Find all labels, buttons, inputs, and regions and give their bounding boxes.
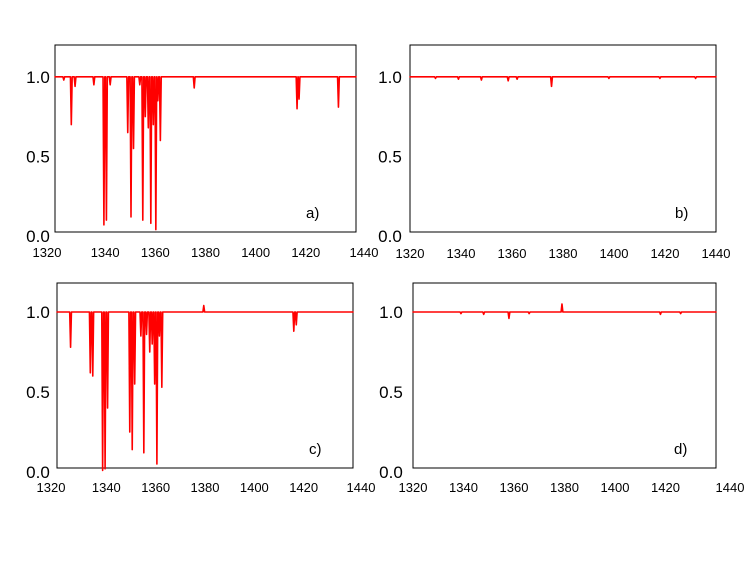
y-tick-label: 0.0	[378, 227, 402, 246]
x-tick-label: 1320	[396, 246, 425, 261]
plot-frame	[409, 44, 717, 233]
y-tick-label: 0.0	[26, 227, 50, 246]
spectrum-line	[54, 76, 357, 231]
y-tick-label: 0.5	[379, 383, 403, 402]
x-tick-label: 1340	[447, 246, 476, 261]
y-tick-label: 0.0	[26, 463, 50, 482]
y-tick-label: 0.0	[379, 463, 403, 482]
x-tick-label: 1320	[33, 245, 62, 260]
plot-frame	[412, 282, 717, 469]
x-tick-label: 1420	[651, 246, 680, 261]
x-tick-label: 1360	[498, 246, 527, 261]
x-tick-label: 1440	[347, 480, 376, 495]
x-tick-label: 1340	[449, 480, 478, 495]
x-tick-label: 1400	[601, 480, 630, 495]
y-tick-label: 1.0	[26, 303, 50, 322]
y-tick-label: 1.0	[26, 68, 50, 87]
x-tick-label: 1420	[651, 480, 680, 495]
x-tick-label: 1420	[291, 245, 320, 260]
x-tick-label: 1380	[191, 480, 220, 495]
y-tick-label: 0.5	[26, 147, 50, 166]
chart-panel-2: 0.0 0.5 1.0 1320 1340 1360 1380 1400 1420 1440 b)	[378, 44, 731, 261]
spectrum-line	[409, 76, 717, 88]
x-tick-label: 1360	[500, 480, 529, 495]
x-tick-label: 1400	[600, 246, 629, 261]
x-tick-label: 1340	[91, 245, 120, 260]
chart-panel-4: 0.0 0.5 1.0 1320 1340 1360 1380 1400 1420 1440 d)	[379, 282, 745, 495]
x-tick-label: 1400	[240, 480, 269, 495]
x-tick-label: 1360	[141, 245, 170, 260]
y-tick-label: 1.0	[379, 303, 403, 322]
chart-panel-3: 0.0 0.5 1.0 1320 1340 1360 1380 1400 1420 1440 c)	[26, 282, 376, 495]
x-tick-label: 1320	[399, 480, 428, 495]
plot-frame	[54, 44, 357, 233]
x-tick-label: 1440	[716, 480, 745, 495]
x-tick-label: 1440	[350, 245, 379, 260]
x-tick-label: 1420	[289, 480, 318, 495]
y-tick-label: 0.5	[378, 147, 402, 166]
x-tick-label: 1380	[191, 245, 220, 260]
chart-panel-1: 0.0 0.5 1.0 1320 1340 1360 1380 1400 1420 1440 a)	[26, 44, 379, 260]
panel-label: c)	[309, 441, 322, 458]
x-tick-label: 1400	[241, 245, 270, 260]
panel-label: d)	[674, 441, 687, 458]
x-tick-label: 1360	[141, 480, 170, 495]
panel-label: a)	[306, 205, 319, 222]
spectrum-line	[56, 304, 354, 472]
x-tick-label: 1440	[702, 246, 731, 261]
x-tick-label: 1320	[37, 480, 66, 495]
spectrum-line	[412, 303, 717, 320]
x-tick-label: 1380	[550, 480, 579, 495]
panel-label: b)	[675, 205, 688, 222]
y-tick-label: 1.0	[378, 68, 402, 87]
y-tick-label: 0.5	[26, 383, 50, 402]
x-tick-label: 1340	[92, 480, 121, 495]
x-tick-label: 1380	[549, 246, 578, 261]
